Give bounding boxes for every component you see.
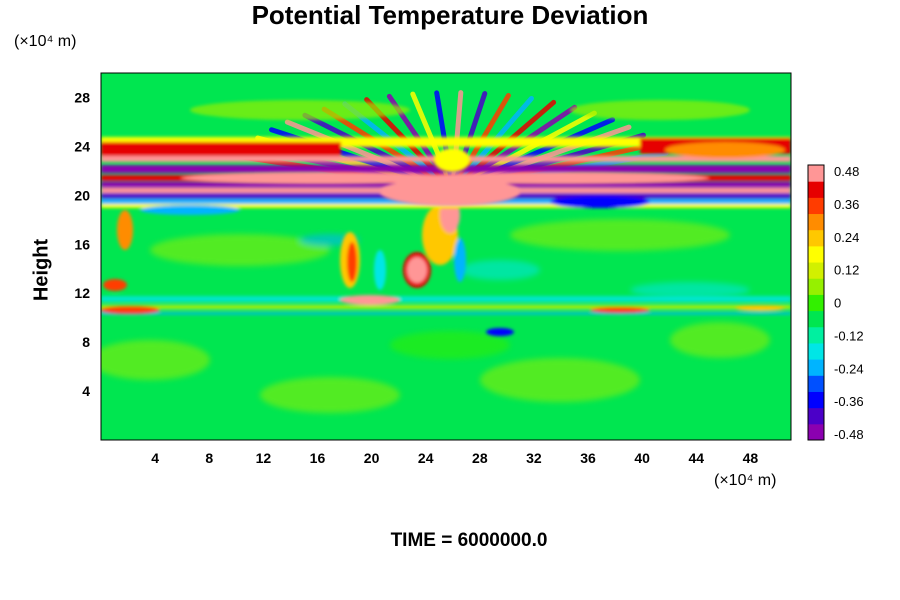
x-tick-label: 36	[580, 450, 596, 466]
y-tick-label: 24	[74, 138, 90, 154]
x-tick-label: 48	[743, 450, 759, 466]
colorbar-swatch	[808, 407, 824, 425]
chart-title: Potential Temperature Deviation	[251, 0, 649, 30]
colorbar: 0.48 0.36 0.24 0.12 0 -0.12 -0.24 -0.36 -0.48	[807, 164, 864, 442]
colorbar-swatch	[808, 310, 824, 328]
x-tick-label: 8	[205, 450, 213, 466]
colorbar-label: 0.36	[834, 197, 859, 212]
colorbar-swatch	[808, 391, 824, 409]
x-tick-label: 32	[526, 450, 542, 466]
colorbar-swatch	[808, 165, 824, 182]
x-tick-labels: 4 8 12 16 20 24 28 32 36 40 44 48	[151, 450, 758, 466]
y-axis-unit: (×10⁴ m)	[14, 33, 77, 50]
x-tick-label: 4	[151, 450, 159, 466]
colorbar-swatch	[808, 213, 824, 231]
y-tick-label: 12	[74, 285, 90, 301]
y-tick-label: 4	[82, 383, 90, 399]
x-axis-unit: (×10⁴ m)	[714, 472, 777, 489]
colorbar-swatch	[808, 278, 824, 295]
colorbar-label: 0.48	[834, 164, 859, 179]
colorbar-label: 0	[834, 296, 841, 311]
colorbar-label: -0.24	[834, 361, 864, 376]
y-tick-label: 20	[74, 187, 90, 203]
colorbar-swatch	[808, 375, 824, 392]
x-tick-label: 40	[634, 450, 650, 466]
colorbar-frame	[807, 164, 825, 441]
colorbar-swatch	[808, 423, 824, 441]
heatmap-field	[101, 73, 791, 440]
colorbar-swatch	[808, 359, 824, 376]
colorbar-swatch	[808, 294, 824, 312]
colorbar-label: 0.24	[834, 230, 859, 245]
colorbar-swatch	[808, 342, 824, 360]
time-label: TIME = 6000000.0	[390, 530, 548, 551]
colorbar-label: 0.12	[834, 263, 859, 278]
x-tick-label: 28	[472, 450, 488, 466]
colorbar-swatch	[808, 326, 824, 344]
y-tick-label: 16	[74, 236, 90, 252]
plot-frame	[100, 72, 792, 441]
colorbar-label: -0.36	[834, 394, 864, 409]
y-tick-labels: 4 8 12 16 20 24 28	[74, 89, 90, 399]
colorbar-swatch	[808, 197, 824, 215]
colorbar-swatch	[808, 245, 824, 263]
x-tick-label: 16	[310, 450, 326, 466]
x-tick-label: 12	[256, 450, 272, 466]
y-tick-label: 28	[74, 89, 90, 105]
colorbar-swatch	[808, 229, 824, 247]
x-tick-label: 20	[364, 450, 380, 466]
colorbar-label: -0.12	[834, 328, 864, 343]
y-tick-label: 8	[82, 334, 90, 350]
colorbar-swatch	[808, 262, 824, 279]
x-tick-label: 44	[689, 450, 705, 466]
x-tick-label: 24	[418, 450, 434, 466]
colorbar-swatch	[808, 181, 824, 198]
colorbar-label: -0.48	[834, 427, 864, 442]
